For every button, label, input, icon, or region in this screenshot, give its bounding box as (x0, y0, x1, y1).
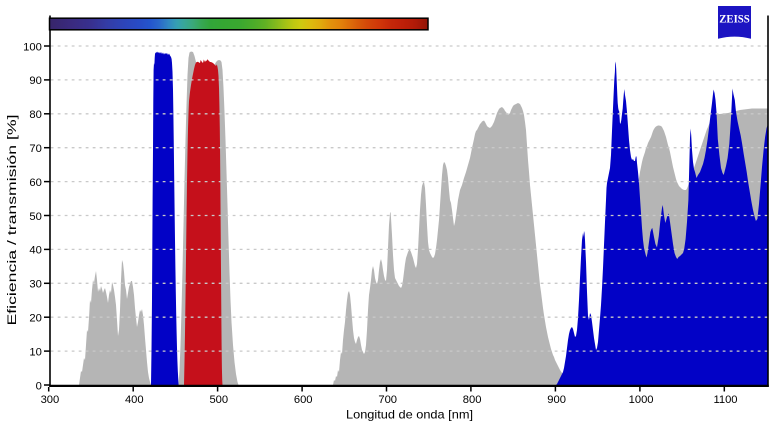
svg-text:1000: 1000 (629, 394, 654, 406)
svg-text:0: 0 (36, 380, 42, 392)
svg-text:20: 20 (29, 313, 41, 325)
svg-text:600: 600 (294, 394, 313, 406)
svg-text:50: 50 (29, 211, 41, 223)
svg-text:300: 300 (41, 394, 60, 406)
svg-text:70: 70 (29, 143, 41, 155)
svg-text:60: 60 (29, 177, 41, 189)
svg-text:80: 80 (29, 109, 41, 121)
svg-text:1100: 1100 (713, 394, 737, 406)
svg-text:Longitud de onda [nm]: Longitud de onda [nm] (346, 408, 473, 422)
svg-text:10: 10 (29, 346, 41, 358)
svg-text:30: 30 (29, 279, 41, 291)
svg-text:400: 400 (125, 394, 144, 406)
svg-text:500: 500 (209, 394, 228, 406)
svg-text:700: 700 (378, 394, 397, 406)
svg-text:100: 100 (23, 41, 42, 53)
svg-text:90: 90 (29, 75, 41, 87)
svg-text:900: 900 (547, 394, 566, 406)
svg-text:40: 40 (29, 245, 41, 257)
svg-text:Eficiencia / transmisión [%]: Eficiencia / transmisión [%] (5, 115, 19, 326)
svg-text:ZEISS: ZEISS (719, 14, 750, 26)
svg-text:800: 800 (463, 394, 482, 406)
